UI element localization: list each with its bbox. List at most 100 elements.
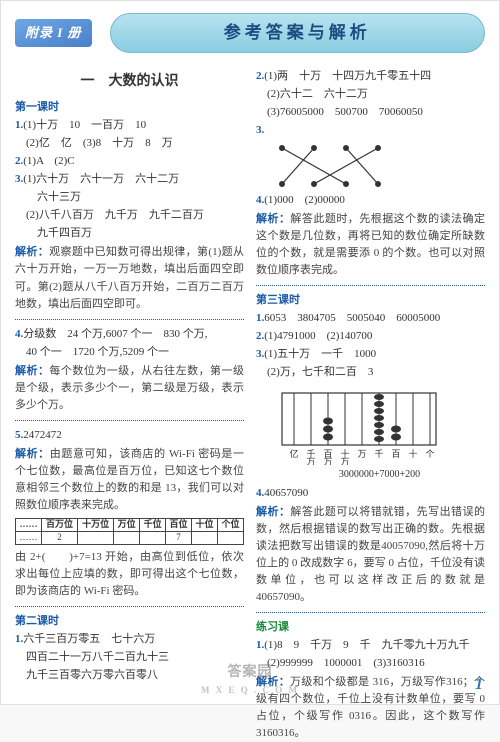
q4-analysis: 解析：每个数位为一级，从右往左数，第一级是个级，表示多少个一，第二级是万级，表示… <box>15 363 244 414</box>
r-q4-analysis: 解析：解答此题时，先根据这个数的读法确定这个数是几位数，再将已知的数位确定所缺数… <box>256 211 485 279</box>
practice-header: 练习课 <box>256 619 485 636</box>
q5-ana-a-text: 由题意可知，该商店的 Wi-Fi 密码是一个七位数，最高位是百万位，已知这七个数… <box>15 448 244 511</box>
td: 2 <box>41 531 77 544</box>
q3d: 九千四百万 <box>15 225 244 242</box>
q4-ana-text: 每个数位为一级，从右往左数，第一级是个级，表示多少个一，第二级是万级，表示多少个… <box>15 365 244 411</box>
r-q4: 4.(1)000 (2)00000 <box>256 192 485 209</box>
td <box>140 531 166 544</box>
l3-q3: 3.(1)五十万 一千 1000 <box>256 346 485 363</box>
l2-q1b-text: 四百二十一万八千二百九十三 <box>26 651 169 663</box>
page-number: 1 <box>475 673 483 698</box>
q1: 1.(1)十万 10 一百万 10 <box>15 117 244 134</box>
abacus-caption: 3000000+7000+200 <box>274 467 485 483</box>
page: 附录 I 册 参考答案与解析 一 大数的认识 第一课时 1.(1)十万 10 一… <box>0 0 500 705</box>
l2-q1b: 四百二十一万八千二百九十三 <box>15 649 244 666</box>
r-q4-text: (1)000 (2)00000 <box>264 194 345 206</box>
appendix-badge: 附录 I 册 <box>15 19 92 47</box>
analysis-label: 解析： <box>256 676 290 688</box>
divider <box>15 606 244 607</box>
right-column: 2.(1)两 十万 十四万九千零五十四 (2)六十二 六十二万 (3)76005… <box>256 67 485 742</box>
table-row: …… 2 7 <box>16 531 244 544</box>
th: 千位 <box>140 519 166 532</box>
p-q1b-text: (2)999999 1000001 (3)3160316 <box>267 657 425 669</box>
l2-q1c: 九千三百零六万零六百零八 <box>15 667 244 684</box>
svg-text:千: 千 <box>374 449 383 459</box>
td: …… <box>16 531 42 544</box>
q3a: 3.(1)六十万 六十一万 六十二万 <box>15 171 244 188</box>
analysis-label: 解析： <box>256 213 290 225</box>
analysis-label: 解析： <box>15 246 49 258</box>
abacus-diagram: 亿 千万 百万 十万 万 千 百 十 个 3000000+7000+200 <box>274 385 485 483</box>
q3c-text: (2)八千八百万 九千万 九千二百万 <box>26 209 204 221</box>
table-header-row: …… 百万位 十万位 万位 千位 百位 十位 个位 <box>16 519 244 532</box>
title-badge: 参考答案与解析 <box>110 13 485 53</box>
svg-text:百: 百 <box>391 449 400 459</box>
l3-q4-ana-text: 解答此题可以将错就错，先写出错误的数，然后根据错误的数写出正确的数。先根据读法把… <box>256 506 485 603</box>
svg-text:个: 个 <box>425 449 434 459</box>
r-q2c-text: (3)76005000 500700 70060050 <box>267 106 423 118</box>
th: 万位 <box>114 519 140 532</box>
p-q1a: 1.(1)8 9 千万 9 千 九千零九十万九千 <box>256 637 485 654</box>
l3-q1-text: 6053 3804705 5005040 60005000 <box>264 312 440 324</box>
th: …… <box>16 519 42 532</box>
td <box>114 531 140 544</box>
l3-q3-text: (1)五十万 一千 1000 <box>264 348 376 360</box>
lesson3-header: 第三课时 <box>256 292 485 309</box>
lesson2-header: 第二课时 <box>15 613 244 630</box>
q1b: (2)亿 亿 (3)8 十万 8 万 <box>15 135 244 152</box>
p-q1-ana-text: 万级和个级都是 316，万级写作316；个级有四个数位，千位上没有计数单位，要写… <box>256 676 485 739</box>
divider <box>256 285 485 286</box>
r-q2b: (2)六十二 六十二万 <box>256 86 485 103</box>
divider <box>256 612 485 613</box>
svg-text:万: 万 <box>306 457 315 465</box>
divider <box>15 420 244 421</box>
l2-q1c-text: 九千三百零六万零六百零八 <box>26 669 158 681</box>
th: 十位 <box>192 519 218 532</box>
svg-text:万: 万 <box>357 449 366 459</box>
q4a-text: 分级数 24 个万,6007 个一 830 个万, <box>23 328 207 340</box>
left-column: 一 大数的认识 第一课时 1.(1)十万 10 一百万 10 (2)亿 亿 (3… <box>15 67 244 742</box>
cross-match-diagram <box>270 142 390 190</box>
analysis-label: 解析： <box>256 506 290 518</box>
r-q2a: 2.(1)两 十万 十四万九千零五十四 <box>256 68 485 85</box>
l3-q4-text: 40657090 <box>264 487 308 499</box>
divider <box>15 319 244 320</box>
q3a-text: (1)六十万 六十一万 六十二万 <box>23 173 179 185</box>
td <box>217 531 243 544</box>
l3-q2-text: (1)4791000 (2)140700 <box>264 330 372 342</box>
q1-text: (1)十万 10 一百万 10 <box>23 119 146 131</box>
r-q2c: (3)76005000 500700 70060050 <box>256 104 485 121</box>
q1b-text: (2)亿 亿 (3)8 十万 8 万 <box>26 137 173 149</box>
content-columns: 一 大数的认识 第一课时 1.(1)十万 10 一百万 10 (2)亿 亿 (3… <box>15 67 485 742</box>
l3-q3b-text: (2)万，七千和二百 3 <box>267 366 373 378</box>
svg-text:万: 万 <box>323 457 332 465</box>
lesson1-header: 第一课时 <box>15 99 244 116</box>
th: 百位 <box>166 519 192 532</box>
digit-table: …… 百万位 十万位 万位 千位 百位 十位 个位 …… 2 <box>15 518 244 545</box>
q2: 2.(1)A (2)C <box>15 153 244 170</box>
p-q1a-text: (1)8 9 千万 9 千 九千零九十万九千 <box>264 639 469 651</box>
l3-q3b: (2)万，七千和二百 3 <box>256 364 485 381</box>
l3-q1: 1.6053 3804705 5005040 60005000 <box>256 310 485 327</box>
q5: 5.2472472 <box>15 427 244 444</box>
svg-text:万: 万 <box>340 457 349 465</box>
abacus-label: 亿 <box>289 448 298 459</box>
q3-ana-text: 观察题中已知数可得出规律，第(1)题从六十万开始，一万一万地数，填出后面四空即可… <box>15 246 244 309</box>
l3-q4-analysis: 解析：解答此题可以将错就错，先写出错误的数，然后根据错误的数写出正确的数。先根据… <box>256 504 485 606</box>
q4b-text: 40 个一 1720 个万,5209 个一 <box>26 346 169 358</box>
td: 7 <box>166 531 192 544</box>
p-q1-analysis: 解析：万级和个级都是 316，万级写作316；个级有四个数位，千位上没有计数单位… <box>256 674 485 742</box>
l3-q4: 4.40657090 <box>256 485 485 502</box>
r-q2a-text: (1)两 十万 十四万九千零五十四 <box>264 70 431 82</box>
page-header: 附录 I 册 参考答案与解析 <box>15 13 485 53</box>
th: 十万位 <box>78 519 114 532</box>
r-q2b-text: (2)六十二 六十二万 <box>267 88 368 100</box>
l2-q1a-text: 六千三百万零五 七十六万 <box>23 633 155 645</box>
q5-analysis-b: 由 2+( )+7=13 开始，由高位到低位，依次求出每位上应填的数，即可得出这… <box>15 549 244 600</box>
q4b: 40 个一 1720 个万,5209 个一 <box>15 344 244 361</box>
th: 百万位 <box>41 519 77 532</box>
q2-text: (1)A (2)C <box>23 155 74 167</box>
q3c: (2)八千八百万 九千万 九千二百万 <box>15 207 244 224</box>
q5-text: 2472472 <box>23 429 62 441</box>
r-q3: 3. <box>256 122 485 139</box>
